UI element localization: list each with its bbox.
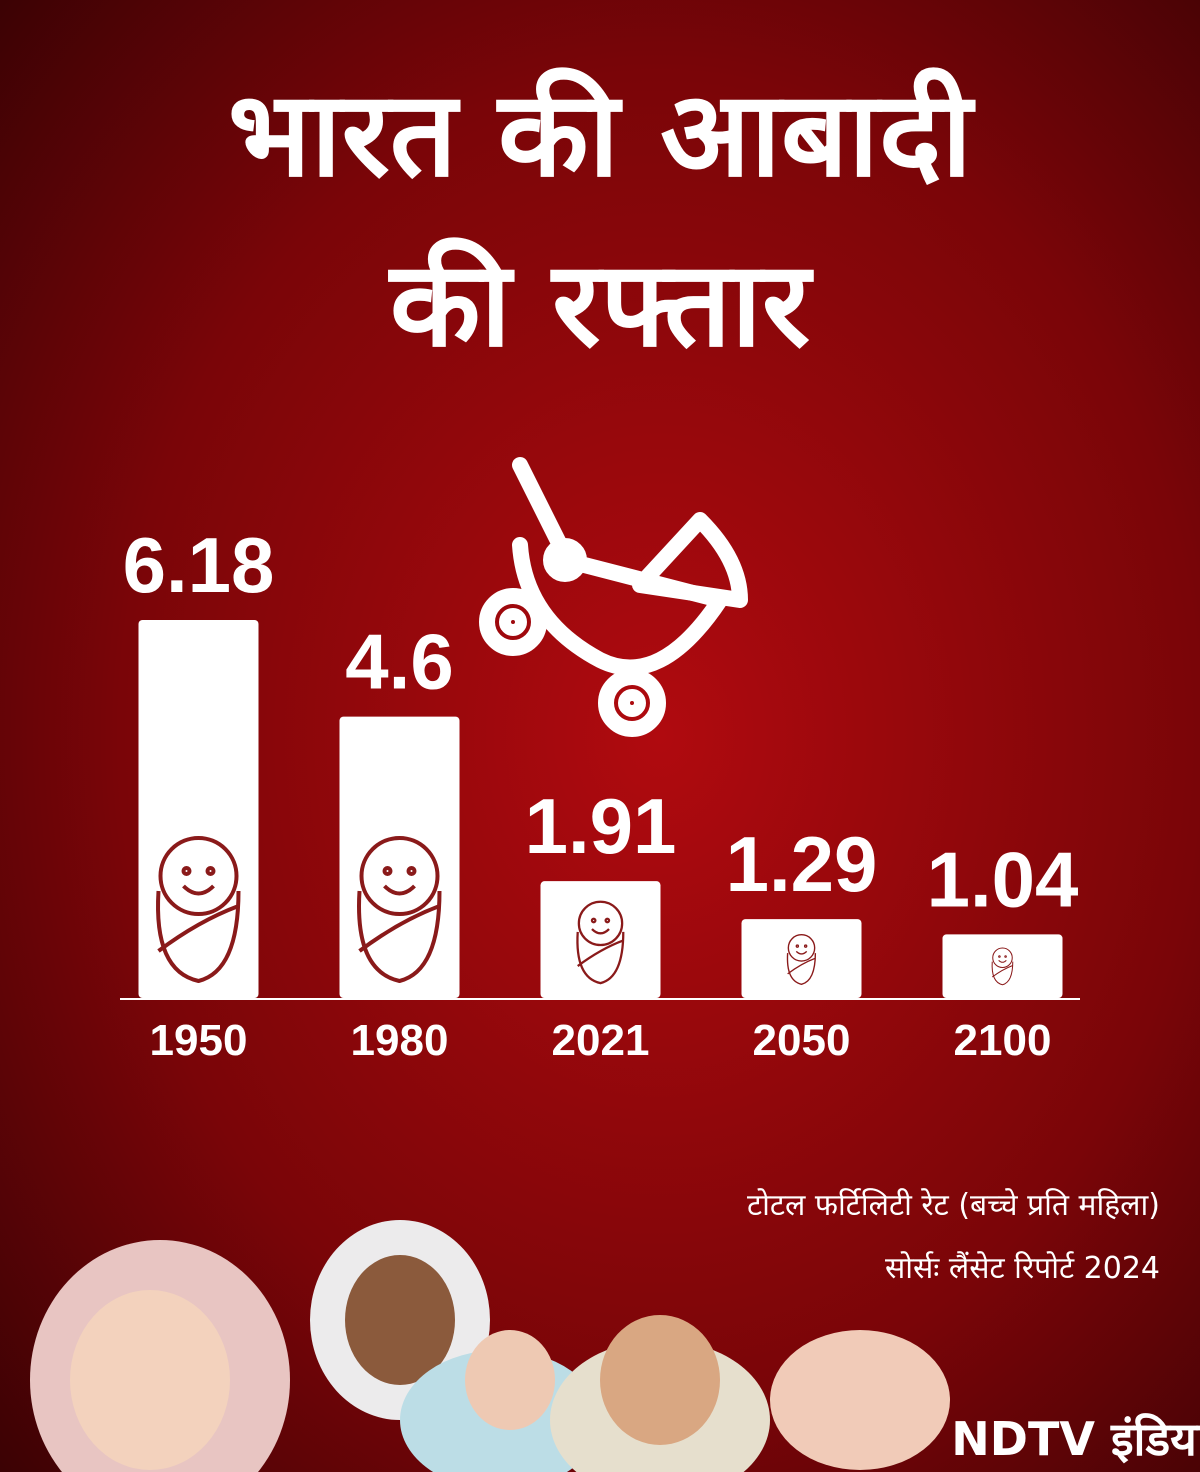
icon-part	[803, 944, 808, 948]
bar	[138, 620, 259, 998]
value-label: 1.91	[525, 782, 677, 870]
baby-photos	[30, 1220, 950, 1472]
icon-part	[382, 866, 393, 876]
note: टोटल फर्टिलिटी रेट (बच्चे प्रति महिला)	[747, 1188, 1160, 1223]
stroller-icon	[479, 457, 748, 737]
title-line: भारत की आबादी	[228, 65, 977, 203]
logo: NDTV इंडिया	[951, 1412, 1200, 1466]
icon-part	[998, 959, 1007, 963]
icon-part	[577, 900, 624, 947]
baby-icon	[156, 836, 241, 984]
bar	[741, 919, 862, 998]
icon-part	[156, 890, 241, 984]
bar	[339, 716, 460, 998]
bar	[942, 934, 1063, 998]
icon-part	[406, 866, 417, 876]
x-tick-label: 1950	[150, 1016, 248, 1065]
icon-part	[998, 955, 1001, 958]
icon-part	[1004, 955, 1007, 958]
icon-part	[787, 934, 816, 962]
icon-part	[576, 931, 625, 985]
icon-part	[992, 947, 1013, 969]
icon-part	[604, 917, 611, 924]
icon-part	[795, 950, 808, 955]
icon-part	[786, 953, 817, 985]
value-label: 1.04	[927, 835, 1079, 923]
x-tick-label: 2050	[753, 1016, 851, 1065]
icon-part	[158, 836, 239, 916]
x-tick-label: 1980	[351, 1016, 449, 1065]
icon-part	[359, 836, 440, 916]
icon-part	[383, 884, 416, 896]
bar	[540, 881, 661, 998]
value-label: 1.29	[726, 820, 878, 908]
baby-icon	[786, 934, 817, 985]
baby-icon	[991, 947, 1014, 986]
source: सोर्सः लैंसेट रिपोर्ट 2024	[885, 1251, 1160, 1286]
icon-part	[182, 884, 215, 896]
title-line: की रफ्तार	[388, 235, 814, 373]
icon-part	[181, 866, 192, 876]
value-label: 6.18	[123, 521, 275, 609]
x-tick-label: 2021	[552, 1016, 650, 1065]
icon-part	[590, 917, 597, 924]
icon-part	[591, 928, 610, 935]
icon-part	[991, 961, 1014, 986]
value-label: 4.6	[345, 618, 453, 706]
baby-icon	[357, 836, 442, 984]
icon-part	[795, 944, 800, 948]
x-tick-label: 2100	[954, 1016, 1052, 1065]
icon-part	[205, 866, 216, 876]
icon-part	[357, 890, 442, 984]
baby-icon	[576, 900, 625, 985]
